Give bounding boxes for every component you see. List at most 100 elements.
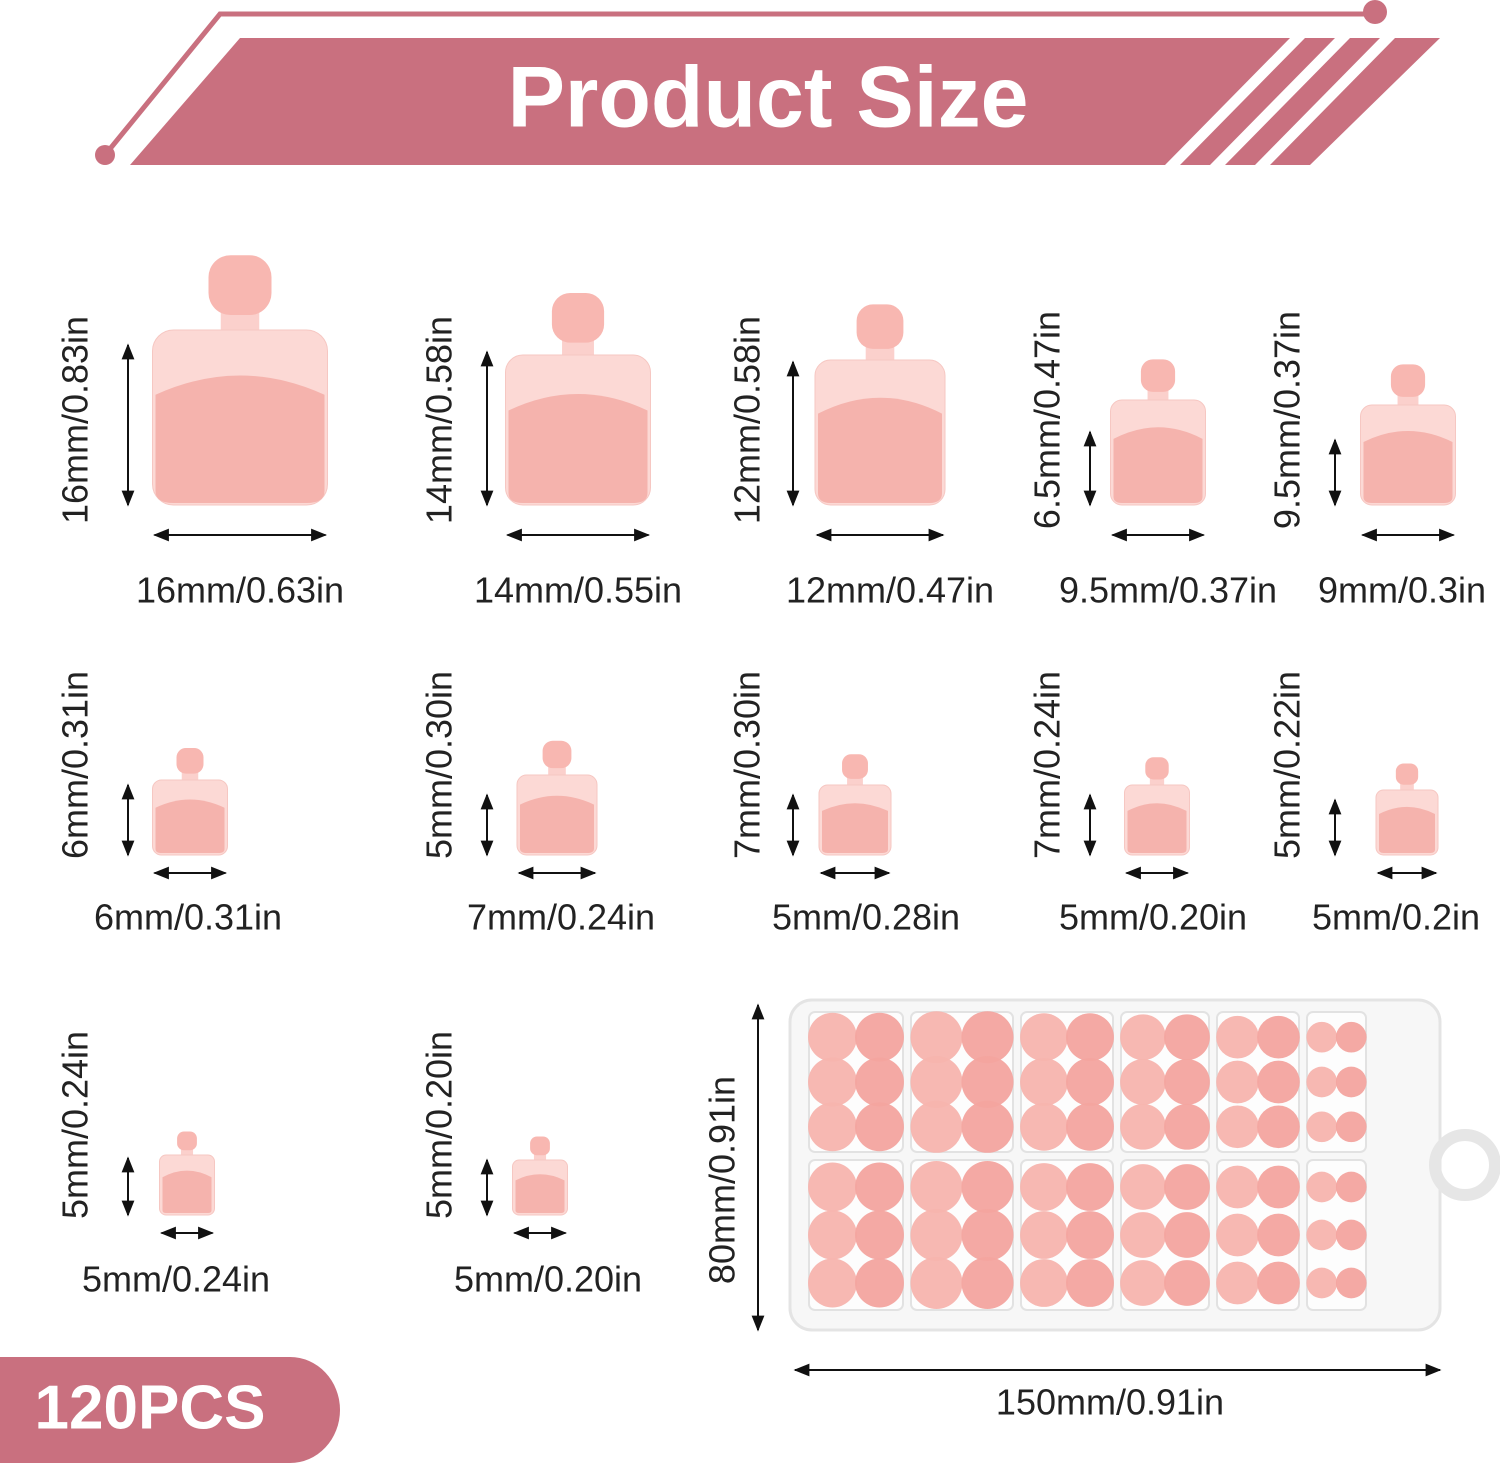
nail-cap bbox=[842, 754, 868, 779]
nail-piece bbox=[1257, 1015, 1300, 1059]
nail-piece bbox=[808, 1102, 857, 1152]
nail-piece bbox=[1120, 1212, 1166, 1258]
width-label: 6mm/0.31in bbox=[94, 897, 282, 938]
nail-piece bbox=[961, 1100, 1014, 1153]
box-width-label: 150mm/0.91in bbox=[996, 1382, 1224, 1423]
nail-piece bbox=[1066, 1013, 1114, 1062]
nail-piece bbox=[1066, 1211, 1114, 1259]
nail-cap bbox=[176, 747, 204, 774]
nail-piece bbox=[1120, 1014, 1166, 1061]
nail-piece bbox=[808, 1057, 857, 1107]
nail-piece bbox=[855, 1162, 904, 1212]
nail-piece bbox=[1216, 1105, 1259, 1149]
height-label: 5mm/0.20in bbox=[419, 1031, 460, 1219]
nail-piece bbox=[910, 1161, 963, 1213]
width-label: 5mm/0.20in bbox=[1059, 897, 1247, 938]
nail-item: 6mm/0.31in 6mm/0.31in bbox=[55, 671, 283, 938]
nail-piece bbox=[1335, 1219, 1367, 1251]
nail-bed bbox=[515, 1174, 565, 1213]
nail-bed bbox=[1113, 427, 1203, 503]
badge-shape bbox=[0, 1357, 340, 1463]
header-line bbox=[103, 11, 1375, 157]
height-label: 6mm/0.31in bbox=[55, 671, 96, 859]
nail-cap bbox=[1390, 364, 1426, 397]
nail-piece bbox=[1066, 1163, 1114, 1211]
nail-cap bbox=[856, 304, 904, 349]
nail-piece bbox=[910, 1100, 963, 1153]
nail-piece bbox=[1216, 1060, 1259, 1104]
nail-piece bbox=[1120, 1260, 1166, 1306]
banner-stripe bbox=[1225, 38, 1380, 165]
nail-item: 5mm/0.24in 5mm/0.24in bbox=[55, 1031, 271, 1300]
nail-piece bbox=[1164, 1164, 1210, 1210]
nail-piece bbox=[1164, 1212, 1210, 1258]
nail-piece bbox=[855, 1012, 904, 1062]
nail-piece bbox=[1066, 1058, 1114, 1106]
nail-piece bbox=[910, 1011, 963, 1064]
header-dot bbox=[95, 145, 115, 165]
height-label: 14mm/0.58in bbox=[419, 316, 460, 524]
width-label: 9mm/0.3in bbox=[1318, 570, 1486, 611]
header-dot bbox=[1363, 0, 1387, 24]
nail-bed bbox=[155, 375, 325, 503]
height-label: 9.5mm/0.37in bbox=[1267, 311, 1308, 529]
nail-cap bbox=[1140, 359, 1176, 392]
nail-piece bbox=[1257, 1060, 1300, 1104]
nail-bed bbox=[155, 799, 225, 853]
nail-piece bbox=[1335, 1171, 1367, 1203]
nail-piece bbox=[1216, 1015, 1259, 1059]
nail-piece bbox=[808, 1210, 857, 1260]
nail-item: 7mm/0.24in 5mm/0.20in bbox=[1027, 671, 1248, 938]
nail-piece bbox=[1164, 1103, 1210, 1150]
nail-piece bbox=[1257, 1261, 1300, 1305]
nail-cap bbox=[542, 740, 572, 769]
nail-piece bbox=[1306, 1171, 1338, 1203]
nail-piece bbox=[808, 1258, 857, 1308]
nail-piece bbox=[1216, 1213, 1259, 1257]
nail-cap bbox=[1145, 757, 1169, 780]
nail-piece bbox=[1120, 1059, 1166, 1105]
nail-piece bbox=[1306, 1066, 1338, 1098]
badge-text: 120PCS bbox=[35, 1373, 266, 1442]
badge: 120PCS bbox=[0, 1357, 340, 1463]
nail-cap bbox=[208, 255, 272, 316]
nail-piece bbox=[961, 1056, 1014, 1108]
width-label: 7mm/0.24in bbox=[467, 897, 655, 938]
height-label: 7mm/0.24in bbox=[1027, 671, 1068, 859]
nail-piece bbox=[1335, 1066, 1367, 1098]
width-label: 12mm/0.47in bbox=[786, 570, 994, 611]
nail-piece bbox=[1066, 1259, 1114, 1307]
height-label: 5mm/0.24in bbox=[55, 1031, 96, 1219]
width-label: 5mm/0.2in bbox=[1312, 897, 1480, 938]
nail-piece bbox=[961, 1257, 1014, 1309]
height-label: 5mm/0.30in bbox=[419, 671, 460, 859]
nail-bed bbox=[822, 803, 888, 853]
height-label: 5mm/0.22in bbox=[1267, 671, 1308, 859]
height-label: 7mm/0.30in bbox=[727, 671, 768, 859]
nail-piece bbox=[910, 1209, 963, 1261]
box-ring bbox=[1429, 1129, 1500, 1201]
nail-piece bbox=[1020, 1058, 1068, 1106]
nail-piece bbox=[1216, 1261, 1259, 1305]
nail-bed bbox=[520, 795, 594, 853]
nail-piece bbox=[855, 1057, 904, 1107]
storage-box: 80mm/0.91in 150mm/0.91in bbox=[702, 998, 1500, 1423]
nail-piece bbox=[1020, 1013, 1068, 1062]
nail-item: 12mm/0.58in 12mm/0.47in bbox=[727, 304, 994, 611]
nail-bed bbox=[508, 394, 648, 503]
nail-cap bbox=[1395, 763, 1419, 785]
box-height-label: 80mm/0.91in bbox=[702, 1076, 743, 1284]
nail-piece bbox=[961, 1161, 1014, 1213]
nail-piece bbox=[910, 1257, 963, 1309]
nail-piece bbox=[1257, 1165, 1300, 1209]
nail-piece bbox=[961, 1011, 1014, 1064]
nail-bed bbox=[1127, 803, 1187, 853]
nail-piece bbox=[1306, 1111, 1338, 1143]
nail-piece bbox=[1020, 1211, 1068, 1259]
nail-piece bbox=[1066, 1102, 1114, 1151]
nail-cap bbox=[530, 1136, 550, 1156]
